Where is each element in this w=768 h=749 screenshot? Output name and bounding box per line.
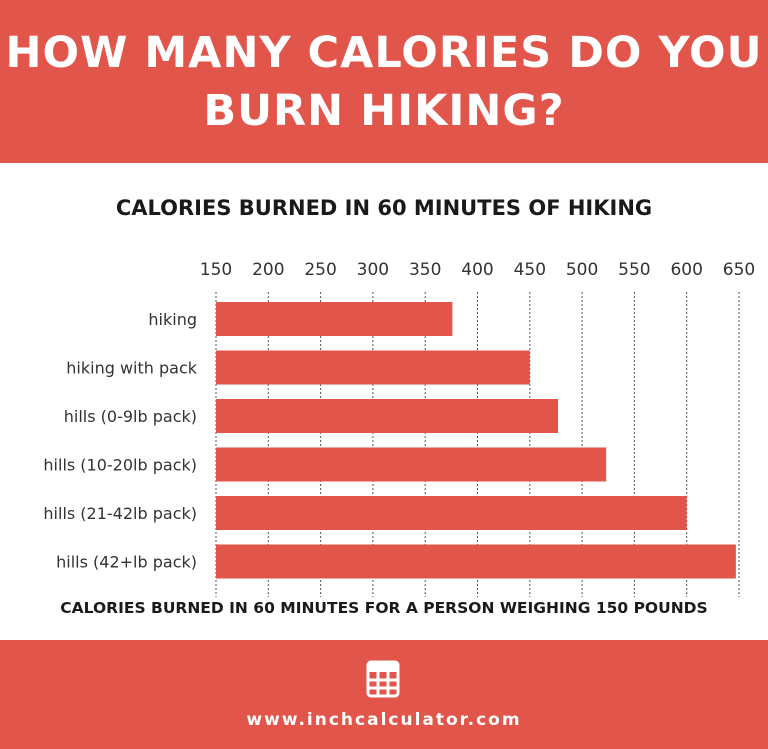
x-tick-label: 650 (723, 260, 755, 280)
category-label: hills (21-42lb pack) (43, 504, 197, 523)
page-title: HOW MANY CALORIES DO YOU BURN HIKING? (5, 28, 763, 136)
x-tick-label: 400 (461, 260, 493, 280)
x-tick-label: 550 (618, 260, 650, 280)
bar (216, 496, 687, 530)
x-tick-label: 450 (514, 260, 546, 280)
category-label: hills (42+lb pack) (56, 553, 197, 572)
website-link[interactable]: www.inchcalculator.com (246, 710, 522, 730)
x-tick-label: 500 (566, 260, 598, 280)
category-label: hills (10-20lb pack) (43, 456, 197, 475)
x-tick-label: 300 (357, 260, 389, 280)
header-banner: HOW MANY CALORIES DO YOU BURN HIKING? (0, 0, 768, 163)
x-tick-label: 200 (252, 260, 284, 280)
x-tick-label: 600 (670, 260, 702, 280)
bar (216, 302, 453, 336)
chart-note: CALORIES BURNED IN 60 MINUTES FOR A PERS… (60, 599, 708, 617)
bar (216, 350, 530, 385)
footer-banner: www.inchcalculator.com (0, 640, 768, 749)
bar (216, 447, 607, 482)
category-label: hiking with pack (66, 359, 197, 378)
chart-title: CALORIES BURNED IN 60 MINUTES OF HIKING (115, 196, 653, 220)
bar (216, 399, 559, 433)
x-tick-label: 150 (200, 260, 232, 280)
bar-chart: 150 200 250 300 350 400 450 500 550 600 650 hiking h… (43, 260, 755, 597)
x-tick-label: 350 (409, 260, 441, 280)
category-label: hiking (148, 310, 197, 329)
category-label: hills (0-9lb pack) (64, 407, 197, 426)
bar (216, 544, 736, 579)
x-tick-label: 250 (304, 260, 336, 280)
calculator-icon (366, 660, 400, 698)
